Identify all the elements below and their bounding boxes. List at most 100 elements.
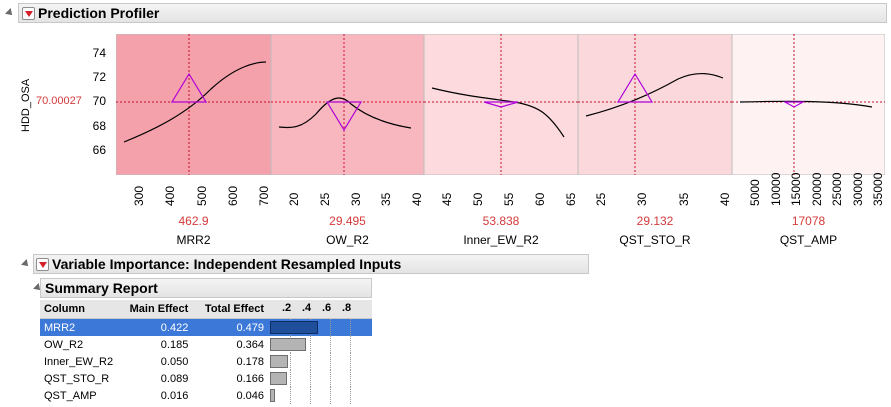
effect-gridline <box>310 336 311 353</box>
y-tick-label: 66 <box>92 143 106 157</box>
total-effect-bar <box>270 321 318 334</box>
factor-name: MRR2 <box>176 233 211 247</box>
y-tick-label: 72 <box>92 70 106 84</box>
effect-bar-cell <box>268 336 372 353</box>
factor-current-value[interactable]: 29.132 <box>636 214 674 228</box>
factor-current-value[interactable]: 462.9 <box>178 214 209 228</box>
effect-gridline <box>330 387 331 404</box>
summary-row[interactable]: MRR2 0.422 0.479 <box>40 318 372 336</box>
effect-bar-cell <box>268 353 372 370</box>
factor-name: QST_AMP <box>779 233 838 247</box>
main-effect-header[interactable]: Main Effect <box>117 300 193 319</box>
importance-title: Variable Importance: Independent Resampl… <box>52 256 402 272</box>
profiler-cell-inner_ew_r2[interactable] <box>424 34 578 175</box>
column-header[interactable]: Column <box>40 300 118 319</box>
x-tick-label: 35 <box>379 192 394 206</box>
x-tick-label: 25 <box>594 192 608 206</box>
summary-cell-main: 0.016 <box>160 389 189 402</box>
x-tick-label: 600 <box>225 185 240 206</box>
y-current-value: 70.00027 <box>36 95 82 107</box>
x-tick-label: 20 <box>287 192 301 206</box>
effect-axis-header: .2 .4 .6 .8 <box>268 300 372 319</box>
summary-row[interactable]: QST_AMP 0.016 0.046 <box>40 387 372 404</box>
x-tick-label: 15000 <box>789 172 803 206</box>
y-tick-label: 68 <box>92 119 106 133</box>
x-tick-label: 40 <box>410 192 424 206</box>
total-effect-bar <box>270 355 288 368</box>
x-tick-label: 65 <box>564 192 578 206</box>
total-effect-header[interactable]: Total Effect <box>192 300 268 319</box>
importance-header <box>33 254 589 274</box>
x-tick-label: 300 <box>132 185 146 206</box>
effect-axis-tick: .8 <box>342 302 352 314</box>
effect-gridline <box>350 370 351 387</box>
effect-axis-tick: .2 <box>282 302 292 314</box>
summary-cell-column: Inner_EW_R2 <box>44 355 114 368</box>
profiler-menu-button[interactable] <box>22 7 35 20</box>
profile-curve <box>278 97 412 129</box>
effect-gridline <box>350 336 351 353</box>
y-axis-label: HDD_OSA <box>20 78 32 132</box>
x-tick-label: 400 <box>163 185 178 206</box>
factor-current-value[interactable]: 53.838 <box>482 214 520 228</box>
summary-cell-total: 0.479 <box>192 318 268 336</box>
effect-bar-cell <box>268 370 372 387</box>
summary-row[interactable]: Inner_EW_R2 0.050 0.178 <box>40 353 372 370</box>
summary-cell-total: 0.166 <box>236 372 264 385</box>
x-tick-label: 45 <box>440 192 454 206</box>
summary-cell-column: MRR2 <box>40 318 118 336</box>
x-tick-label: 20000 <box>809 172 824 206</box>
effect-gridline <box>350 387 351 404</box>
summary-cell-total: 0.046 <box>236 389 264 402</box>
y-tick-label: 74 <box>92 46 106 60</box>
desirability-marker <box>483 101 519 108</box>
effect-bar-cell <box>268 318 372 336</box>
profiler-title: Prediction Profiler <box>38 5 160 21</box>
summary-title: Summary Report <box>45 280 158 296</box>
total-effect-bar <box>270 372 287 385</box>
x-tick-label: 40 <box>718 192 732 206</box>
summary-row[interactable]: QST_STO_R 0.089 0.166 <box>40 370 372 387</box>
profiler-cell-ow_r2[interactable] <box>271 34 424 175</box>
effect-gridline <box>350 319 351 336</box>
profiler-header <box>18 3 887 23</box>
factor-name: Inner_EW_R2 <box>463 233 539 247</box>
profiler-cell-background <box>271 34 424 175</box>
importance-menu-button[interactable] <box>36 258 49 271</box>
effect-gridline <box>290 370 291 387</box>
effect-gridline <box>330 319 331 336</box>
x-tick-label: 55 <box>502 192 516 206</box>
y-tick-label: 70 <box>92 94 106 108</box>
factor-current-value[interactable]: 17078 <box>791 214 826 228</box>
profile-curve <box>739 100 873 108</box>
summary-cell-main: 0.089 <box>160 372 189 385</box>
effect-gridline <box>310 353 311 370</box>
x-tick-label: 50 <box>471 192 485 206</box>
effect-axis-tick: .4 <box>302 302 312 314</box>
x-tick-label: 35 <box>676 192 691 206</box>
desirability-marker <box>616 72 654 103</box>
x-tick-label: 25000 <box>830 172 844 206</box>
desirability-marker <box>325 101 363 132</box>
factor-name: QST_STO_R <box>619 233 691 247</box>
summary-header <box>40 278 372 298</box>
effect-gridline <box>350 353 351 370</box>
x-tick-label: 30 <box>635 192 650 206</box>
profile-curve <box>585 73 724 117</box>
profiler-cell-mrr2[interactable] <box>116 34 271 175</box>
desirability-marker <box>170 72 208 103</box>
summary-row[interactable]: OW_R2 0.185 0.364 <box>40 336 372 353</box>
profiler-cell-background <box>732 34 885 175</box>
summary-cell-main: 0.422 <box>117 318 193 336</box>
x-tick-label: 25 <box>317 192 332 206</box>
summary-cell-column: QST_AMP <box>44 389 97 402</box>
profiler-cell-qst_amp[interactable] <box>732 34 885 175</box>
collapse-profiler-icon[interactable] <box>5 8 15 18</box>
x-tick-label: 30000 <box>850 172 865 206</box>
collapse-importance-icon[interactable] <box>21 259 31 269</box>
factor-current-value[interactable]: 29.495 <box>329 214 366 228</box>
x-tick-label: 60 <box>533 192 547 206</box>
summary-cell-main: 0.185 <box>160 338 189 351</box>
profiler-cell-qst_sto_r[interactable] <box>578 34 732 175</box>
effect-gridline <box>330 370 331 387</box>
